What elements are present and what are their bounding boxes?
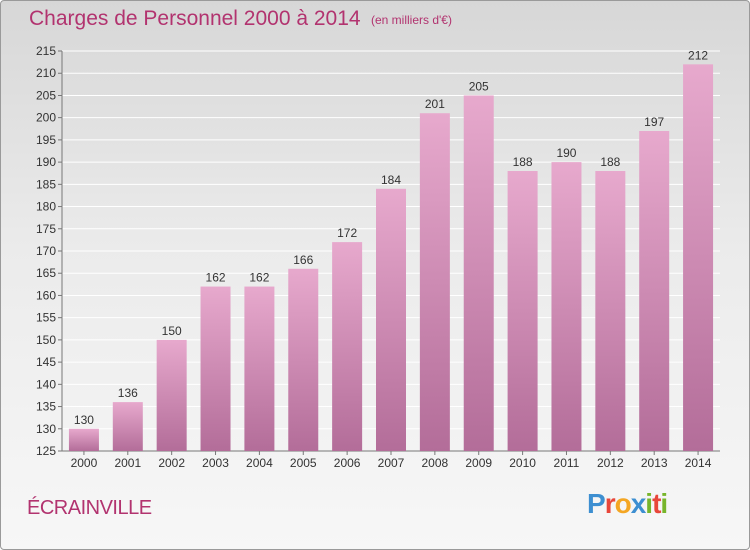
y-tick-label: 175 — [36, 222, 56, 236]
y-tick-label: 205 — [36, 88, 56, 102]
data-label: 162 — [249, 271, 269, 285]
bar — [376, 188, 406, 451]
x-tick-label: 2009 — [465, 456, 492, 470]
data-label: 150 — [162, 324, 182, 338]
x-tick-label: 2005 — [290, 456, 317, 470]
y-tick-label: 210 — [36, 66, 56, 80]
y-tick-label: 170 — [36, 244, 56, 258]
logo-letter: x — [630, 488, 647, 519]
x-tick-label: 2012 — [597, 456, 624, 470]
x-tick-label: 2004 — [246, 456, 273, 470]
bar — [419, 113, 450, 451]
x-tick-label: 2007 — [378, 456, 405, 470]
y-tick-label: 150 — [36, 333, 56, 347]
x-tick-label: 2003 — [202, 456, 229, 470]
bar — [244, 286, 275, 451]
logo-letter: r — [604, 488, 616, 519]
bars — [68, 64, 714, 452]
y-tick-label: 190 — [36, 155, 56, 169]
logo-letter: i — [660, 488, 668, 519]
data-label: 130 — [74, 413, 94, 427]
y-tick-label: 185 — [36, 177, 56, 191]
data-label: 212 — [688, 48, 708, 62]
logo-letter: i — [645, 488, 653, 519]
y-tick-label: 140 — [36, 377, 56, 391]
y-tick-label: 180 — [36, 200, 56, 214]
data-label: 188 — [513, 155, 533, 169]
labels: 125 130 135 140 145 150 155 160 165 170 175 180 185 1… — [36, 44, 712, 470]
y-tick-label: 160 — [36, 288, 56, 302]
logo-letter: t — [652, 488, 661, 519]
bar — [68, 428, 99, 451]
y-tick-label: 195 — [36, 133, 56, 147]
data-label: 201 — [425, 97, 445, 111]
data-label: 190 — [556, 146, 576, 160]
bar — [288, 268, 319, 451]
x-tick-label: 2008 — [422, 456, 449, 470]
y-tick-label: 155 — [36, 311, 56, 325]
data-label: 162 — [206, 271, 226, 285]
data-label: 136 — [118, 386, 138, 400]
logo-letter: P — [587, 488, 606, 519]
y-tick-label: 200 — [36, 111, 56, 125]
bar — [463, 95, 494, 451]
bar — [507, 171, 538, 451]
chart-subtitle: (en milliers d'€) — [371, 13, 452, 27]
y-tick-label: 215 — [36, 44, 56, 58]
data-label: 184 — [381, 173, 401, 187]
bar — [551, 162, 582, 451]
x-tick-label: 2013 — [641, 456, 668, 470]
bar — [683, 64, 714, 452]
data-label: 172 — [337, 226, 357, 240]
proxiti-logo[interactable]: Proxiti — [587, 488, 668, 520]
x-tick-label: 2010 — [509, 456, 536, 470]
chart-title: Charges de Personnel 2000 à 2014 — [29, 7, 361, 30]
y-tick-label: 125 — [36, 444, 56, 458]
x-tick-label: 2014 — [685, 456, 712, 470]
x-tick-label: 2002 — [158, 456, 185, 470]
y-tick-label: 130 — [36, 422, 56, 436]
data-label: 166 — [293, 253, 313, 267]
town-name: ÉCRAINVILLE — [27, 497, 152, 519]
y-tick-label: 135 — [36, 400, 56, 414]
x-tick-label: 2001 — [114, 456, 141, 470]
x-tick-label: 2011 — [554, 456, 580, 470]
bar — [156, 339, 187, 451]
data-label: 188 — [600, 155, 620, 169]
y-tick-label: 145 — [36, 355, 56, 369]
x-tick-label: 2000 — [71, 456, 98, 470]
bar — [639, 131, 670, 451]
bar — [595, 171, 626, 451]
x-tick-label: 2006 — [334, 456, 361, 470]
y-tick-label: 165 — [36, 266, 56, 280]
bar — [112, 402, 143, 451]
logo-letter: o — [614, 488, 632, 519]
data-label: 197 — [644, 115, 664, 129]
bar — [200, 286, 231, 451]
bar — [332, 242, 363, 451]
data-label: 205 — [469, 79, 489, 93]
